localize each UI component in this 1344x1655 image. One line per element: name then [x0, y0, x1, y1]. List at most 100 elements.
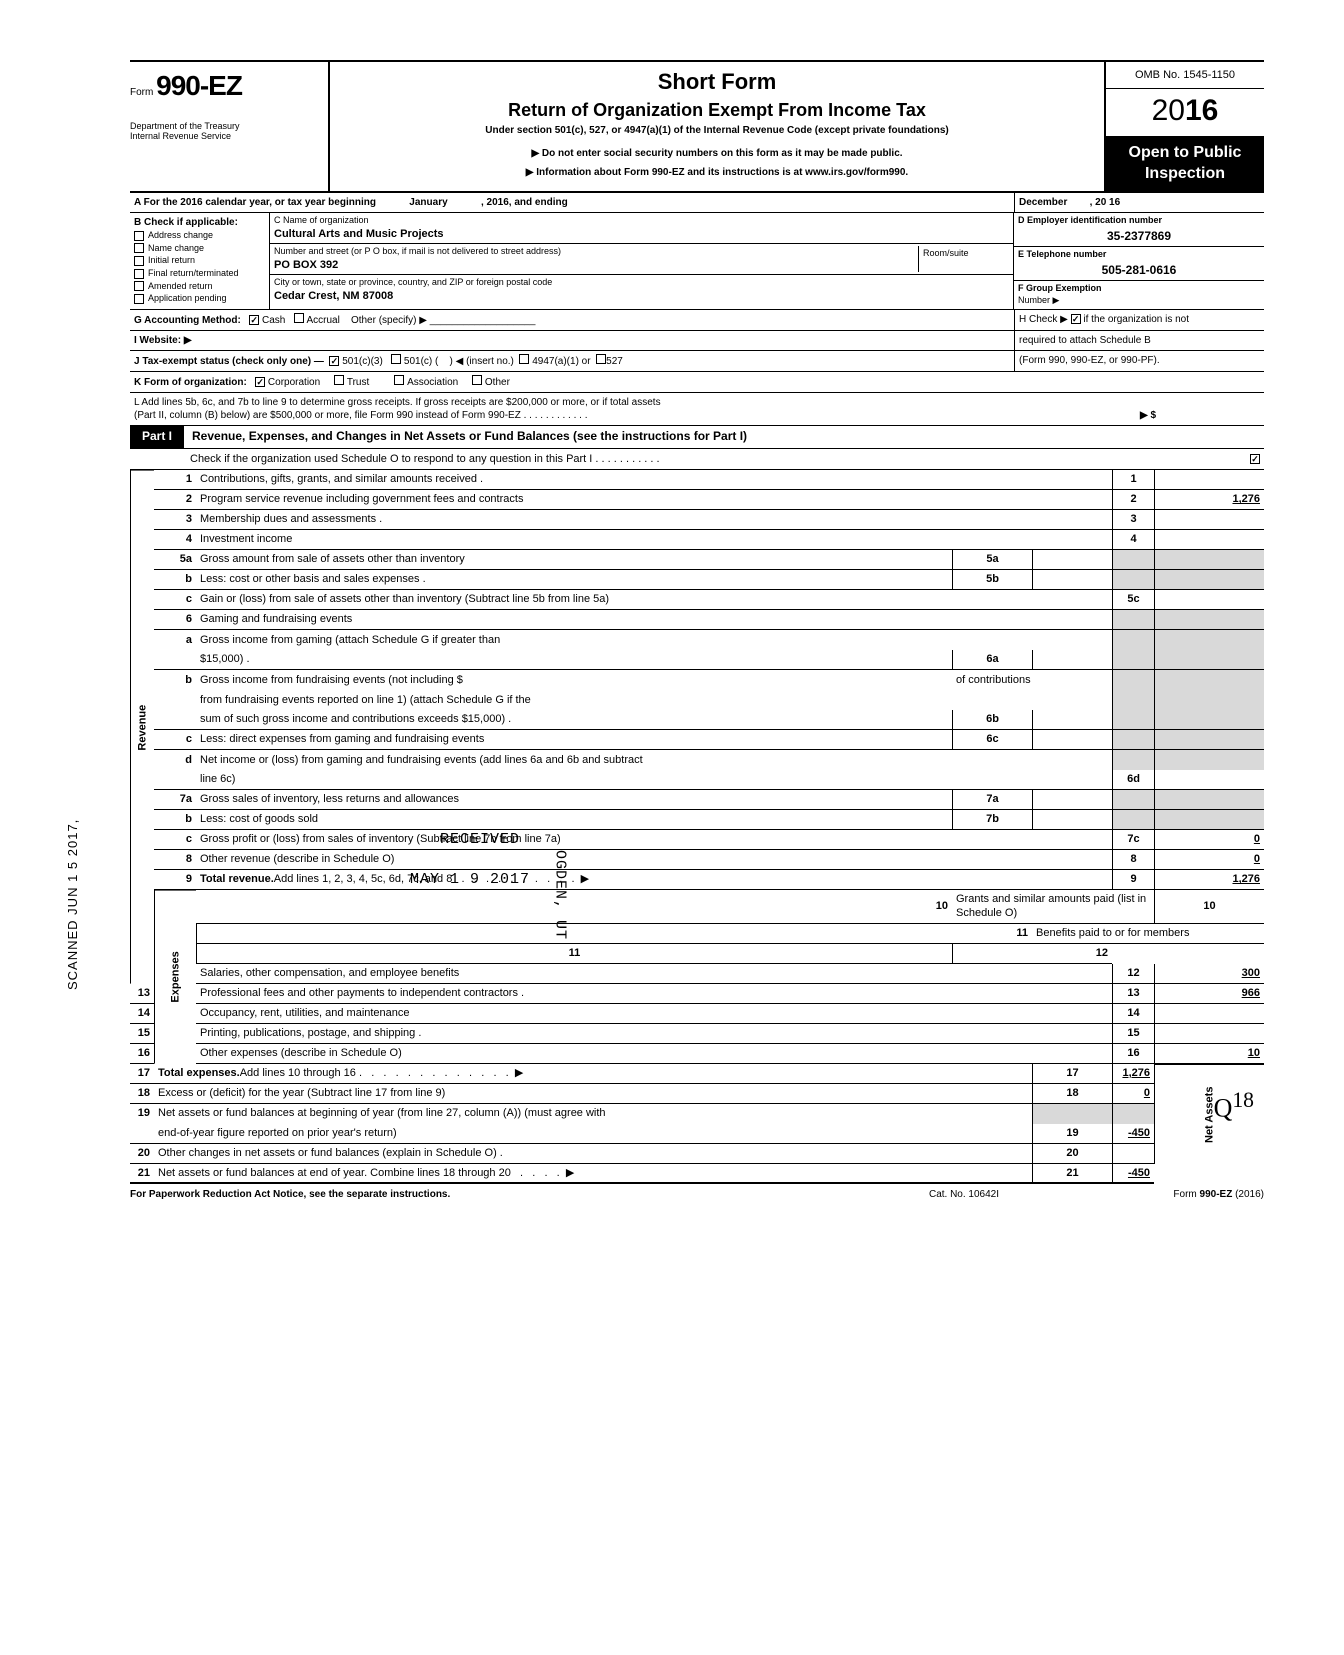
phone-value: 505-281-0616 — [1018, 263, 1260, 279]
lbl-501c: 501(c) ( — [404, 356, 438, 367]
desc-6a-1: Gross income from gaming (attach Schedul… — [196, 630, 1112, 650]
chk-application-pending[interactable] — [134, 294, 144, 304]
ln-1: 1 — [154, 470, 196, 490]
lbl-final-return: Final return/terminated — [148, 268, 239, 280]
org-name: Cultural Arts and Music Projects — [274, 227, 1009, 241]
shade-6a1v — [1154, 630, 1264, 650]
shade-6b2 — [1112, 690, 1154, 710]
chk-corporation[interactable]: ✓ — [255, 377, 265, 387]
row-a-end-month: December — [1019, 197, 1067, 208]
chk-4947a1[interactable] — [519, 354, 529, 364]
shade-6d1v — [1154, 750, 1264, 770]
lbl-other-org: Other — [485, 377, 510, 388]
lbl-initial-return: Initial return — [148, 255, 195, 267]
arrow-ssn: ▶ Do not enter social security numbers o… — [340, 147, 1094, 160]
val-15 — [1154, 1024, 1264, 1044]
chk-trust[interactable] — [334, 375, 344, 385]
chk-other-org[interactable] — [472, 375, 482, 385]
ln-17: 17 — [130, 1064, 154, 1084]
ln-5c: c — [154, 590, 196, 610]
num-21: 21 — [1032, 1164, 1112, 1184]
signature-mark: Q18 — [1214, 1086, 1254, 1125]
lbl-application-pending: Application pending — [148, 293, 227, 305]
ln-18: 18 — [130, 1084, 154, 1104]
part1-title: Revenue, Expenses, and Changes in Net As… — [184, 426, 1264, 448]
org-city: Cedar Crest, NM 87008 — [274, 289, 1009, 303]
f-hdr2: Number ▶ — [1018, 295, 1260, 307]
ln-6b: b — [154, 670, 196, 690]
val-3 — [1154, 510, 1264, 530]
chk-501c[interactable] — [391, 354, 401, 364]
chk-schedule-o[interactable]: ✓ — [1250, 454, 1260, 464]
chk-527[interactable] — [596, 354, 606, 364]
b-header: B Check if applicable: — [134, 216, 265, 229]
num-9: 9 — [1112, 870, 1154, 890]
val-12: 300 — [1154, 964, 1264, 984]
minival-6b — [1032, 710, 1112, 730]
scanned-stamp: SCANNED JUN 1 5 2017, — [65, 819, 82, 990]
footer-right: Form 990-EZ (2016) — [1064, 1188, 1264, 1201]
shade-7b — [1112, 810, 1154, 830]
desc-16: Other expenses (describe in Schedule O) — [196, 1044, 1112, 1064]
shade-6 — [1112, 610, 1154, 630]
num-7c: 7c — [1112, 830, 1154, 850]
shade-6b1v — [1154, 670, 1264, 690]
h-text4: (Form 990, 990-EZ, or 990-PF). — [1019, 355, 1160, 366]
chk-initial-return[interactable] — [134, 256, 144, 266]
shade-5b-v — [1154, 570, 1264, 590]
shade-6b3v — [1154, 710, 1264, 730]
desc-4: Investment income — [196, 530, 1112, 550]
ln-13: 13 — [130, 984, 154, 1004]
h-text3: required to attach Schedule B — [1019, 335, 1151, 346]
chk-address-change[interactable] — [134, 231, 144, 241]
ln-6b-3 — [154, 710, 196, 730]
val-6d — [1154, 770, 1264, 790]
chk-name-change[interactable] — [134, 243, 144, 253]
form-number: 990-EZ — [156, 70, 242, 101]
h-text2: if the organization is not — [1083, 314, 1189, 325]
chk-association[interactable] — [394, 375, 404, 385]
ln-19: 19 — [130, 1104, 154, 1124]
h-text1: H Check ▶ — [1019, 314, 1068, 325]
shade-6c — [1112, 730, 1154, 750]
val-2: 1,276 — [1154, 490, 1264, 510]
num-17: 17 — [1032, 1064, 1112, 1084]
desc-3: Membership dues and assessments . — [196, 510, 1112, 530]
chk-accrual[interactable] — [294, 313, 304, 323]
desc-15: Printing, publications, postage, and shi… — [196, 1024, 1112, 1044]
lbl-cash: Cash — [262, 315, 285, 326]
ln-11: 11 — [952, 924, 1032, 944]
desc-8: Other revenue (describe in Schedule O) — [196, 850, 1112, 870]
num-18: 18 — [1032, 1084, 1112, 1104]
ln-9: 9 — [154, 870, 196, 890]
ln-20: 20 — [130, 1144, 154, 1164]
chk-final-return[interactable] — [134, 269, 144, 279]
mini-6a: 6a — [952, 650, 1032, 670]
shade-6d1 — [1112, 750, 1154, 770]
chk-cash[interactable]: ✓ — [249, 315, 259, 325]
ln-8: 8 — [154, 850, 196, 870]
form-990ez: Form 990-EZ Department of the Treasury I… — [130, 60, 1264, 1205]
lbl-trust: Trust — [347, 377, 369, 388]
desc-6: Gaming and fundraising events — [196, 610, 1112, 630]
mini-7a: 7a — [952, 790, 1032, 810]
mini-5b: 5b — [952, 570, 1032, 590]
chk-amended-return[interactable] — [134, 281, 144, 291]
chk-schedule-b[interactable]: ✓ — [1071, 314, 1081, 324]
chk-501c3[interactable]: ✓ — [329, 356, 339, 366]
lbl-amended-return: Amended return — [148, 281, 213, 293]
desc-18: Excess or (deficit) for the year (Subtra… — [154, 1084, 1032, 1104]
val-4 — [1154, 530, 1264, 550]
val-9: 1,276 — [1154, 870, 1264, 890]
desc-9: Total revenue. Add lines 1, 2, 3, 4, 5c,… — [196, 870, 1112, 890]
val-18: 0 — [1112, 1084, 1154, 1104]
val-11 — [952, 944, 1032, 964]
ln-6c: c — [154, 730, 196, 750]
val-1 — [1154, 470, 1264, 490]
num-4: 4 — [1112, 530, 1154, 550]
desc-12: Salaries, other compensation, and employ… — [196, 964, 1112, 984]
shade-7av — [1154, 790, 1264, 810]
header-left: Form 990-EZ Department of the Treasury I… — [130, 62, 330, 191]
l-line1: L Add lines 5b, 6c, and 7b to line 9 to … — [134, 396, 1140, 409]
row-k: K Form of organization: ✓ Corporation Tr… — [130, 372, 1264, 393]
